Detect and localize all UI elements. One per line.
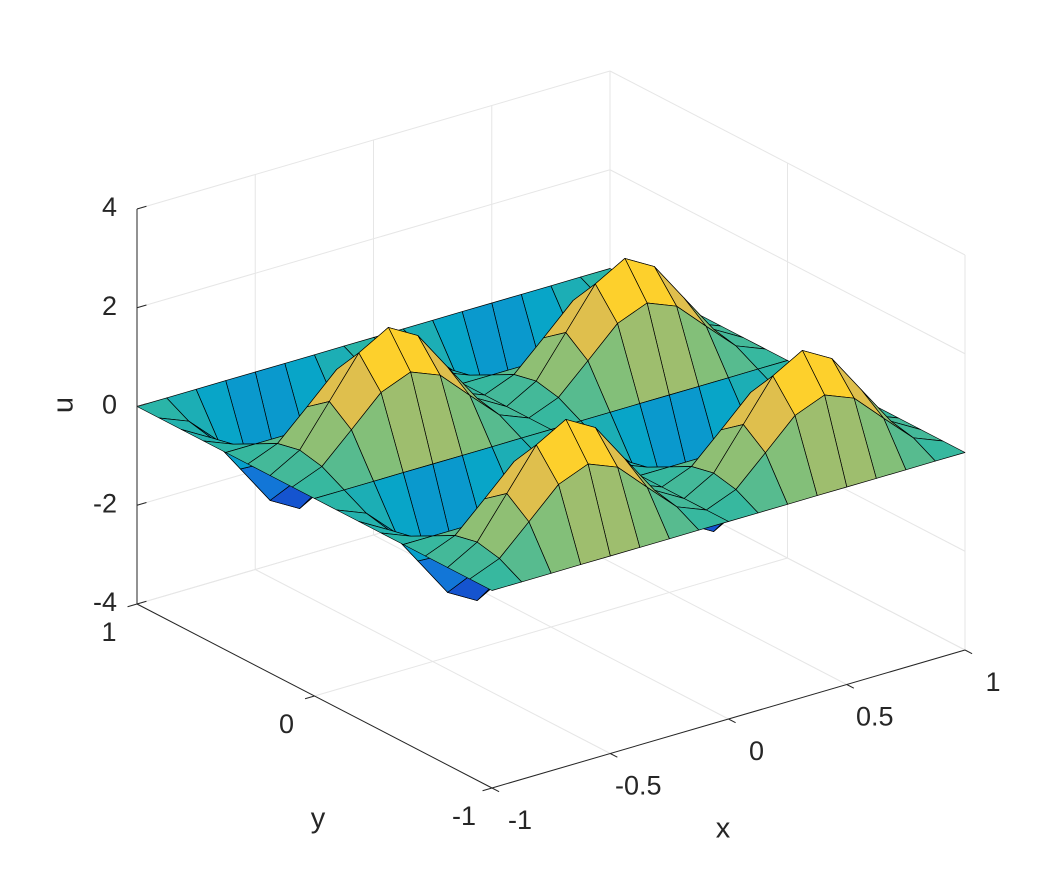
x-tick-label: -1 [508, 805, 532, 835]
grid-line [136, 70, 611, 210]
surface [136, 258, 966, 601]
y-tick-label: 1 [101, 617, 116, 647]
x-tick-label: 1 [985, 667, 1000, 697]
grid-line [314, 557, 788, 697]
z-tick-label: 0 [102, 390, 117, 420]
y-tick-label: -1 [452, 801, 476, 831]
y-tick [127, 603, 138, 608]
z-tick [136, 304, 147, 309]
x-tick [964, 649, 973, 655]
x-tick [491, 787, 500, 793]
z-tick [136, 600, 147, 605]
y-tick-label: 0 [279, 709, 294, 739]
x-tick-label: 0 [749, 736, 764, 766]
z-tick-label: -4 [93, 587, 117, 617]
grid-line [136, 169, 611, 309]
z-tick-label: 2 [102, 291, 117, 321]
z-tick [136, 502, 147, 506]
x-axis-label: x [716, 813, 731, 845]
grid-line [609, 169, 966, 355]
y-tick [304, 695, 315, 700]
grid-line [609, 70, 966, 256]
z-tick [136, 403, 147, 407]
x-tick [610, 753, 618, 758]
x-tick-label: -0.5 [615, 771, 662, 801]
surface-patch [469, 558, 522, 591]
z-tick-label: 4 [102, 192, 117, 222]
z-tick-label: -2 [93, 488, 117, 518]
y-axis-label: y [311, 803, 326, 835]
x-tick [728, 718, 736, 724]
z-axis-label: u [48, 397, 80, 413]
y-tick [482, 787, 493, 792]
x-tick [846, 684, 855, 689]
x-tick-label: 0.5 [856, 702, 894, 732]
z-tick [136, 205, 147, 210]
